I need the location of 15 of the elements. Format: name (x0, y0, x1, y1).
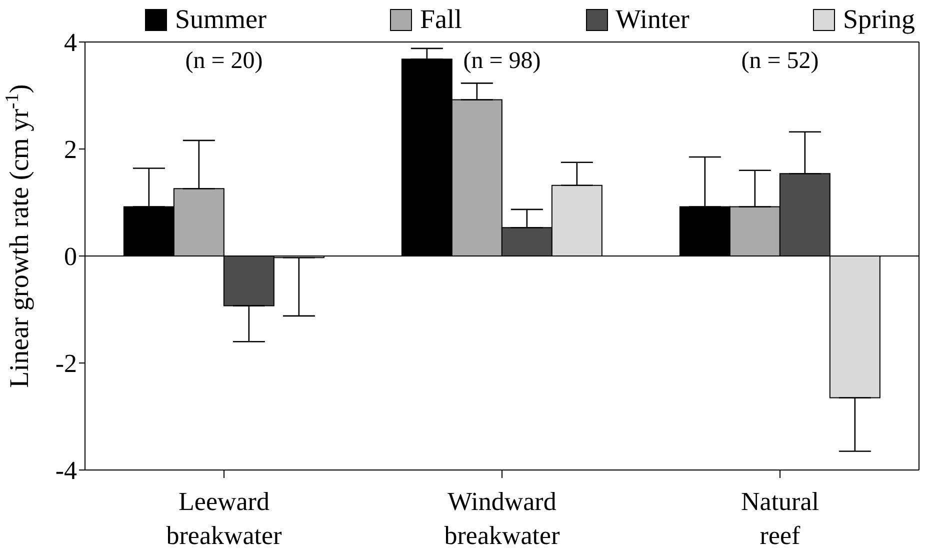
y-tick-label: -4 (55, 456, 77, 486)
annotation: (n = 20) (185, 48, 263, 74)
legend-label: Spring (842, 4, 915, 35)
y-tick-label: -2 (55, 349, 77, 378)
x-tick-label: Windward breakwater (444, 487, 560, 550)
annotation: (n = 52) (741, 48, 819, 74)
x-tick-label: Natural reef (741, 487, 819, 550)
annotation: (n = 98) (463, 48, 541, 74)
legend-label: Fall (420, 4, 462, 35)
legend-label: Winter (616, 4, 690, 35)
y-tick-label: 0 (64, 242, 77, 272)
legend-label: Summer (175, 4, 266, 35)
y-tick-label: 2 (64, 135, 77, 164)
x-tick-label: Leeward breakwater (166, 487, 282, 550)
y-tick-label: 4 (64, 28, 77, 58)
